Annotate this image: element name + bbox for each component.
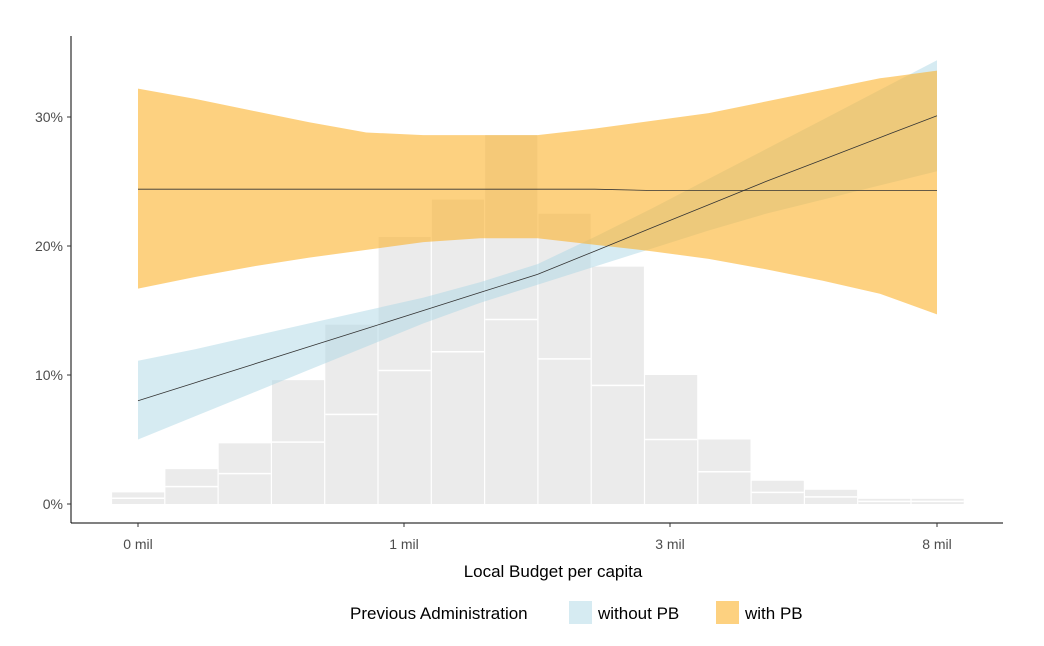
confidence-band-with-pb bbox=[138, 70, 937, 315]
legend-key-without-pb bbox=[569, 601, 592, 624]
x-tick-label: 1 mil bbox=[389, 536, 419, 552]
legend-title: Previous Administration bbox=[350, 604, 528, 623]
x-tick-label: 8 mil bbox=[922, 536, 952, 552]
fit-line-with-pb bbox=[138, 188, 937, 191]
legend-label-without-pb: without PB bbox=[597, 604, 679, 623]
x-tick-label: 3 mil bbox=[655, 536, 685, 552]
legend-key-with-pb bbox=[716, 601, 739, 624]
x-axis-title: Local Budget per capita bbox=[464, 562, 643, 581]
y-tick-label: 0% bbox=[43, 496, 63, 512]
x-tick-label: 0 mil bbox=[123, 536, 153, 552]
y-tick-label: 10% bbox=[35, 367, 63, 383]
fit-lines bbox=[137, 115, 938, 402]
y-tick-label: 20% bbox=[35, 238, 63, 254]
confidence-band-without-pb bbox=[138, 60, 937, 440]
y-tick-label: 30% bbox=[35, 109, 63, 125]
legend-label-with-pb: with PB bbox=[744, 604, 803, 623]
confidence-bands bbox=[138, 60, 937, 440]
y-axis-ticks: 0% 10% 20% 30% bbox=[35, 109, 71, 512]
x-axis-ticks: 0 mil 1 mil 3 mil 8 mil bbox=[123, 523, 952, 552]
legend: Previous Administration without PB with … bbox=[350, 601, 803, 624]
fit-line-without-pb bbox=[137, 115, 938, 402]
